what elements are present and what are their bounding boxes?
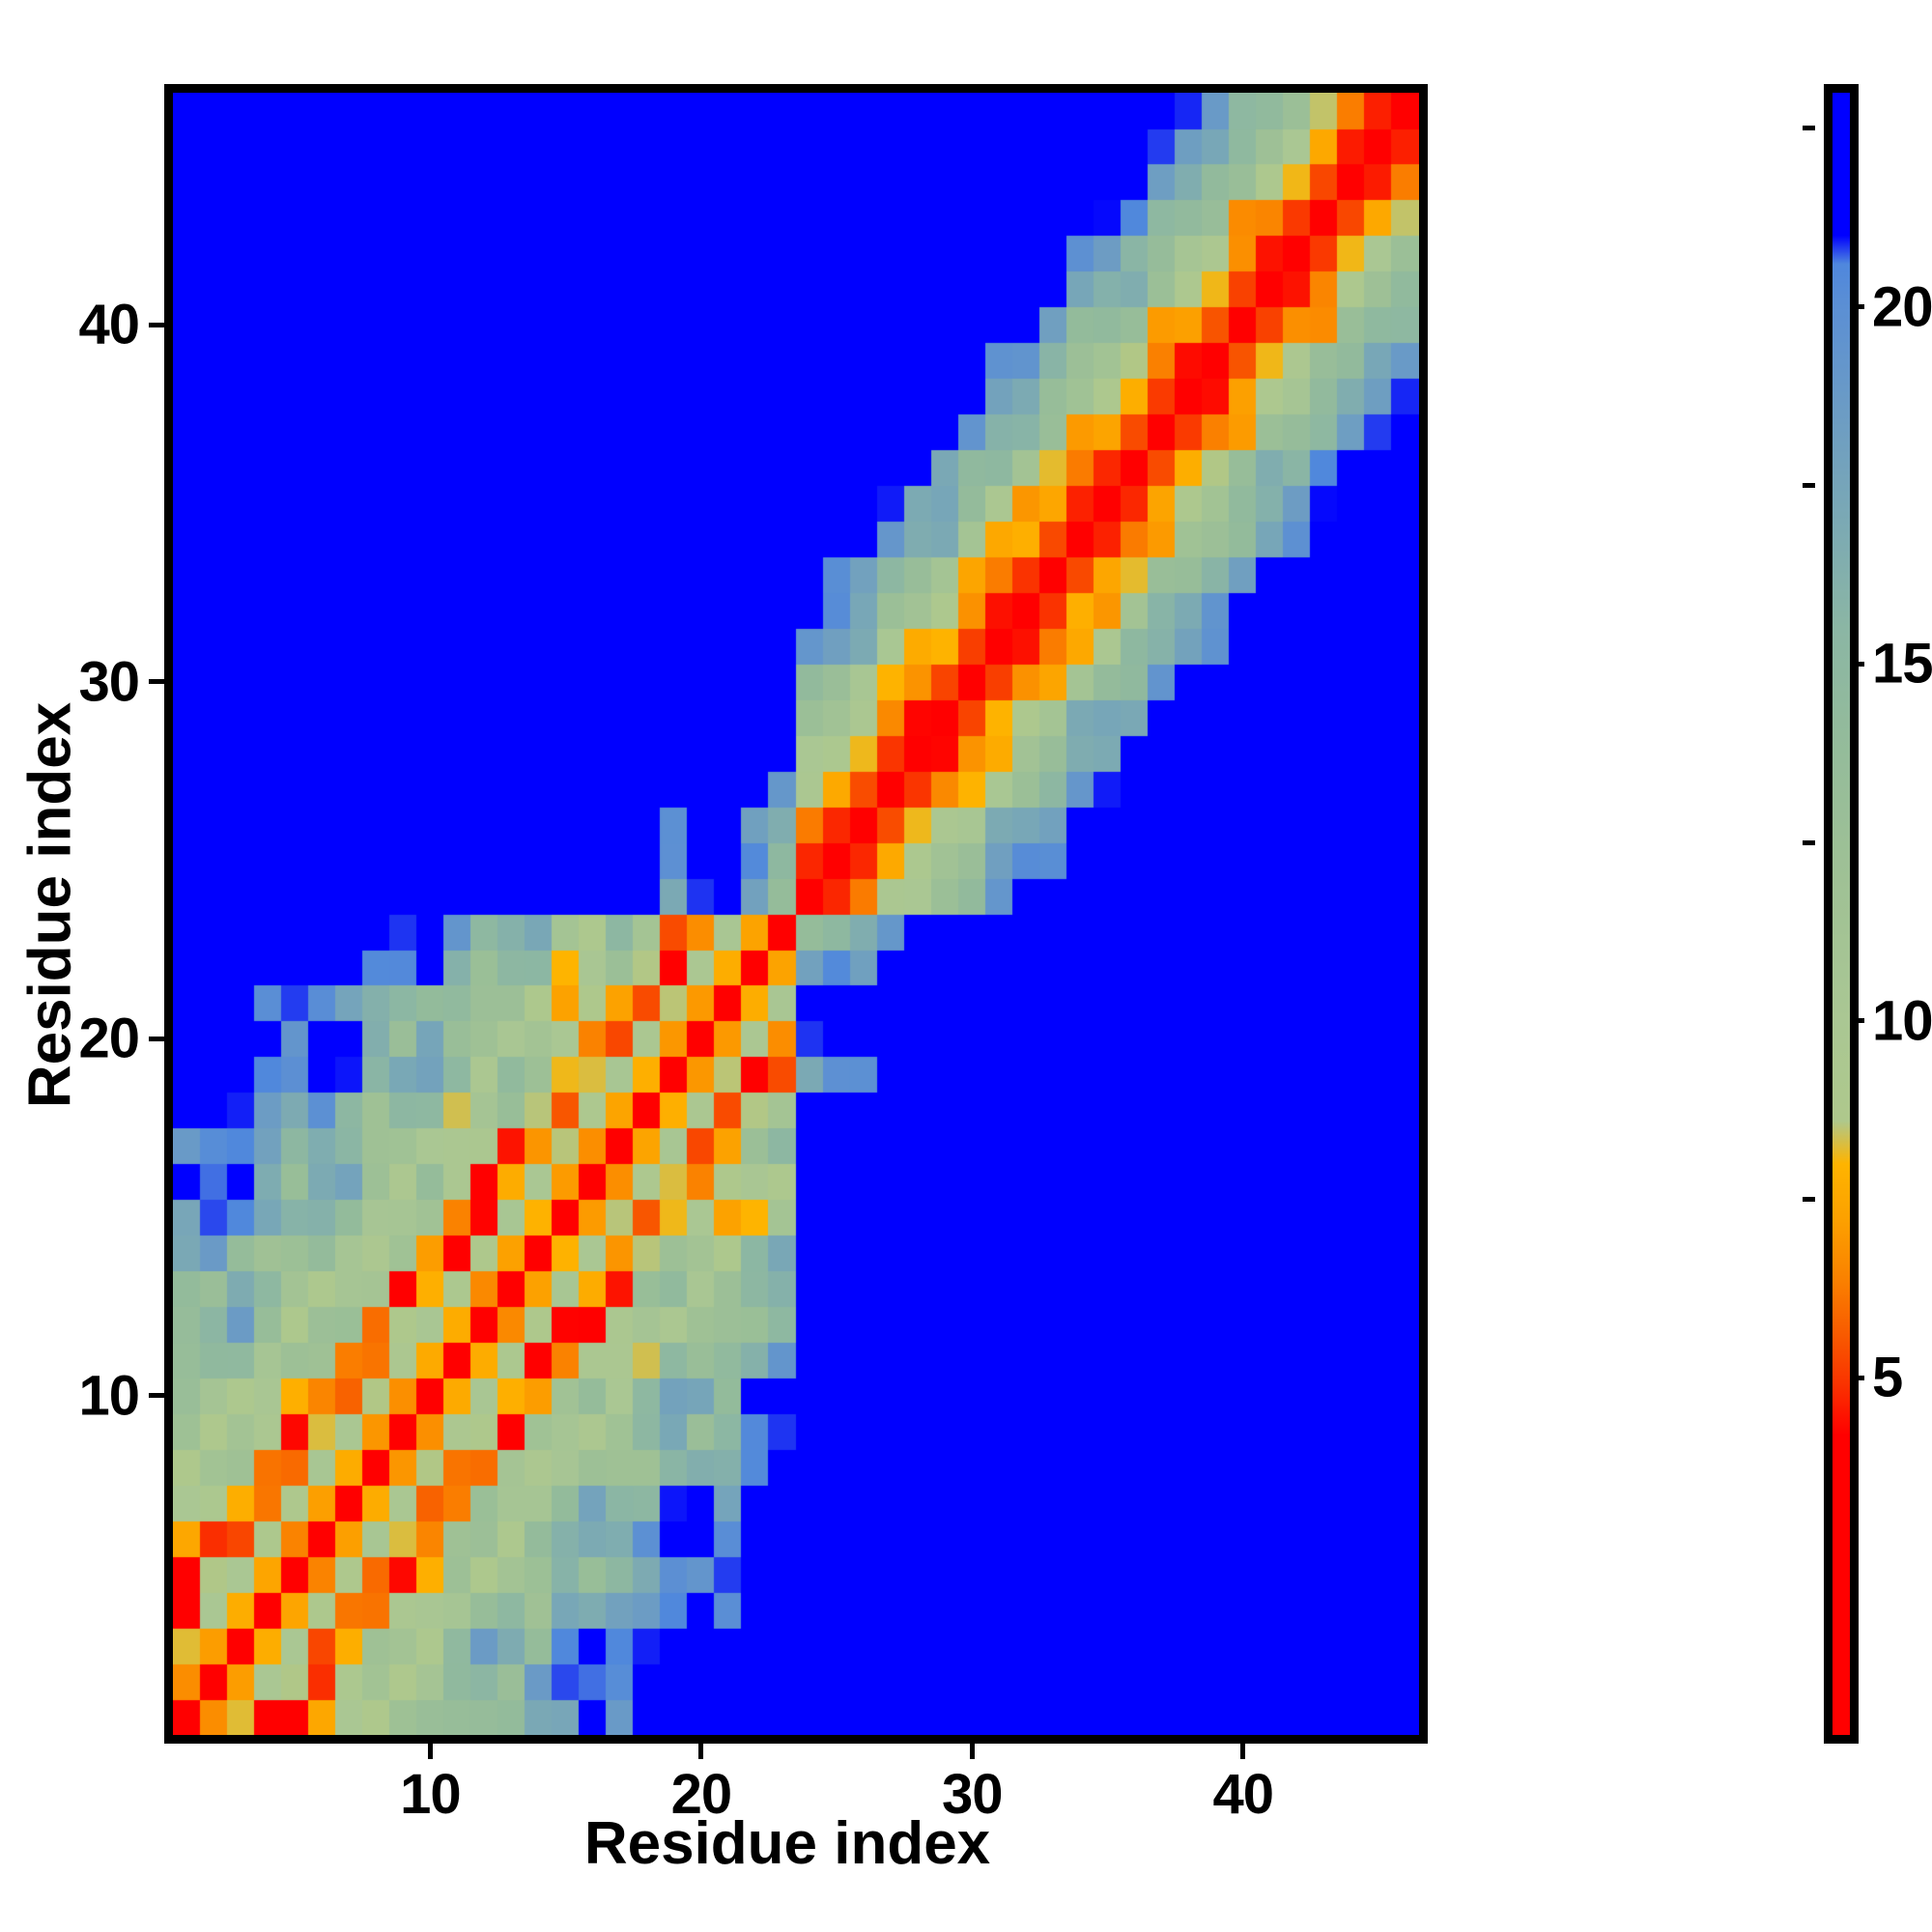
x-tick-mark bbox=[969, 1744, 975, 1759]
colorbar-tick-mark bbox=[1850, 661, 1864, 667]
heatmap-canvas bbox=[173, 93, 1419, 1735]
colorbar-minor-tick-mark bbox=[1803, 483, 1815, 489]
colorbar bbox=[1824, 84, 1859, 1744]
x-tick-mark bbox=[698, 1744, 704, 1759]
colorbar-tick-mark bbox=[1850, 304, 1864, 310]
colorbar-tick-label: 5 bbox=[1872, 1346, 1903, 1409]
x-tick-label: 30 bbox=[942, 1763, 1004, 1826]
colorbar-gradient bbox=[1833, 93, 1850, 1735]
y-axis-title: Residue index bbox=[16, 701, 84, 1109]
colorbar-tick-label: 20 bbox=[1872, 275, 1932, 339]
y-tick-label: 20 bbox=[78, 1007, 140, 1070]
x-tick-mark bbox=[1240, 1744, 1246, 1759]
x-tick-label: 40 bbox=[1212, 1763, 1274, 1826]
x-tick-label: 20 bbox=[670, 1763, 733, 1826]
x-axis-title: Residue index bbox=[583, 1810, 991, 1877]
x-tick-label: 10 bbox=[400, 1763, 462, 1826]
y-tick-mark bbox=[149, 322, 164, 327]
colorbar-tick-label: 10 bbox=[1872, 989, 1932, 1053]
x-tick-mark bbox=[427, 1744, 433, 1759]
y-tick-mark bbox=[149, 1393, 164, 1399]
y-tick-label: 10 bbox=[78, 1364, 140, 1428]
heatmap-plot-area bbox=[164, 84, 1428, 1744]
colorbar-minor-tick-mark bbox=[1803, 1197, 1815, 1203]
colorbar-tick-mark bbox=[1850, 1018, 1864, 1024]
colorbar-tick-mark bbox=[1850, 1375, 1864, 1380]
y-tick-label: 40 bbox=[78, 293, 140, 356]
y-tick-label: 30 bbox=[78, 650, 140, 714]
colorbar-tick-label: 15 bbox=[1872, 632, 1932, 696]
y-tick-mark bbox=[149, 1036, 164, 1041]
colorbar-minor-tick-mark bbox=[1803, 126, 1815, 131]
colorbar-minor-tick-mark bbox=[1803, 839, 1815, 845]
y-tick-mark bbox=[149, 679, 164, 685]
